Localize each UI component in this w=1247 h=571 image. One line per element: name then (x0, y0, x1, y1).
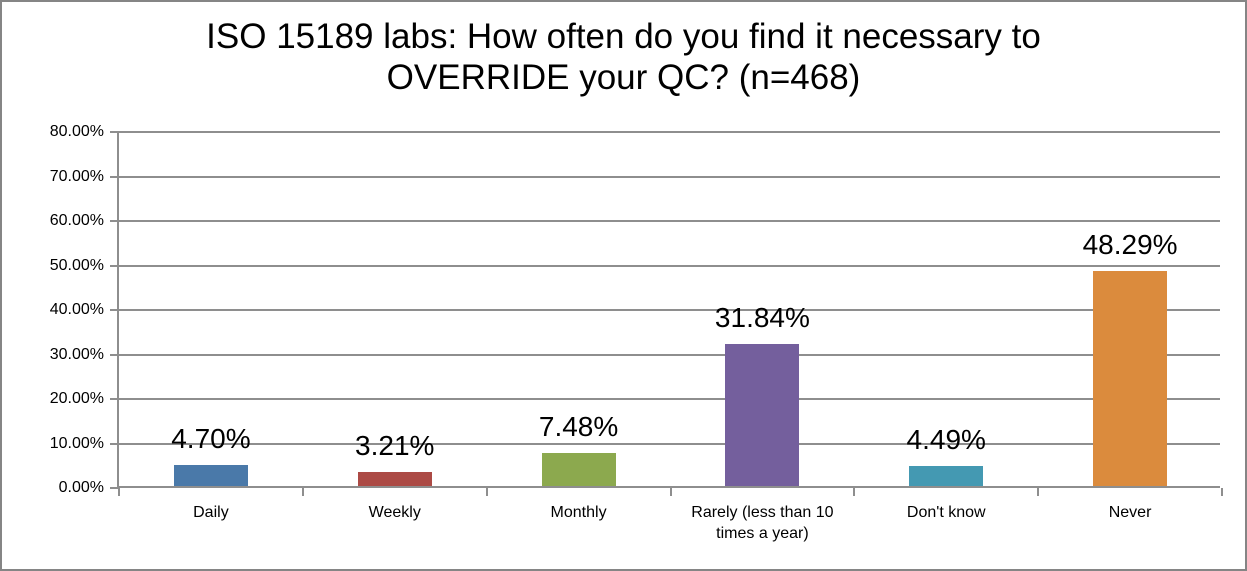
x-tick (669, 488, 672, 496)
bar-rarely-less-than-10-times-a-year (725, 344, 800, 486)
y-tick (110, 131, 119, 133)
y-axis-label: 80.00% (49, 123, 104, 140)
y-tick (110, 398, 119, 400)
y-axis-label: 30.00% (49, 345, 104, 363)
data-label: 31.84% (714, 302, 810, 334)
gridline-10.00% (119, 442, 1220, 445)
category-label: Weekly (368, 504, 421, 521)
gridline-30.00% (119, 353, 1220, 356)
x-tick (301, 488, 304, 496)
category-label: Rarely (less than 10 times a year) (691, 504, 834, 542)
y-tick (110, 442, 119, 445)
x-tick (118, 488, 120, 496)
bar-never (1093, 271, 1168, 486)
category-label: Don't know (906, 504, 986, 521)
y-axis-label: 70.00% (49, 167, 104, 185)
gridline-60.00% (119, 220, 1220, 222)
y-tick (110, 264, 119, 267)
data-label: 48.29% (1082, 229, 1178, 261)
bar-monthly (541, 452, 616, 486)
y-axis-label: 0.00% (58, 479, 104, 496)
y-axis-label: 20.00% (49, 390, 104, 407)
gridline-70.00% (119, 175, 1220, 178)
x-tick (853, 488, 856, 496)
gridline-80.00% (119, 131, 1220, 133)
bar-daily (173, 465, 248, 486)
y-axis-label: 10.00% (49, 434, 104, 452)
y-axis-label: 60.00% (49, 212, 104, 229)
data-label: 4.70% (171, 423, 251, 455)
chart-title: ISO 15189 labs: How often do you find it… (206, 17, 1041, 97)
x-tick (485, 488, 488, 496)
y-tick (110, 309, 119, 311)
x-tick (1037, 488, 1040, 496)
y-axis-label: 40.00% (49, 301, 104, 318)
gridline-50.00% (119, 264, 1220, 267)
data-label: 4.49% (906, 424, 986, 456)
y-axis-label: 50.00% (49, 256, 104, 274)
gridline-20.00% (119, 398, 1220, 400)
y-tick (110, 487, 119, 489)
category-label: Never (1108, 504, 1152, 521)
category-label: Monthly (550, 504, 607, 521)
x-tick (1221, 488, 1223, 496)
y-tick (110, 220, 119, 222)
data-label: 3.21% (355, 429, 435, 461)
plot-area: 4.70% Daily 3.21% Weekly 7.48% Monthly 31.84% R… (110, 131, 1223, 542)
y-tick (110, 353, 119, 356)
y-tick (110, 175, 119, 178)
data-label: 7.48% (538, 410, 619, 442)
gridline-40.00% (119, 309, 1220, 311)
bar-don-t-know (909, 466, 984, 486)
category-label: Daily (193, 504, 229, 521)
bar-weekly (357, 471, 432, 486)
